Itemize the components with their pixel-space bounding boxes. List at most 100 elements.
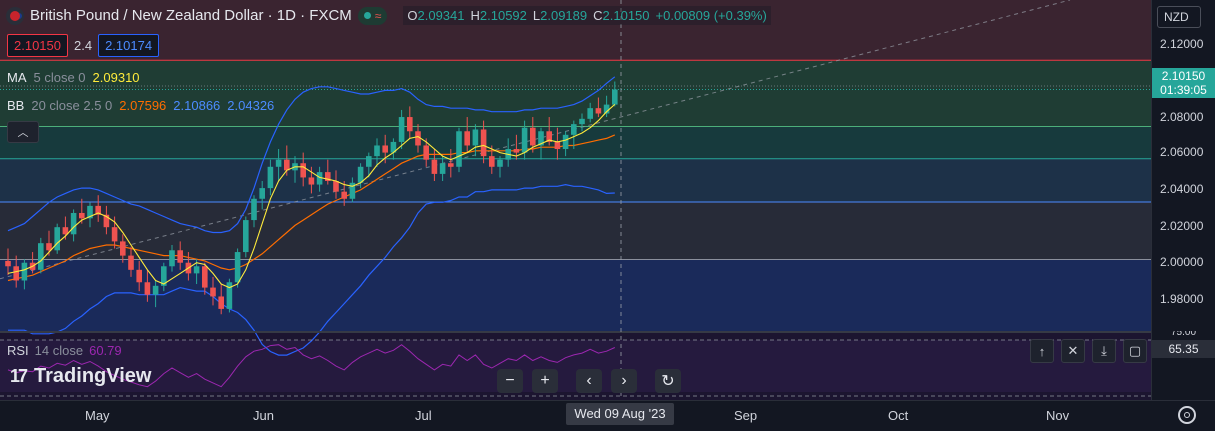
candle-body (439, 163, 446, 174)
candle-body (193, 266, 200, 274)
candle-body (79, 212, 85, 219)
scroll-right-button[interactable]: › (611, 369, 637, 393)
price-tick: 1.98000 (1160, 292, 1204, 306)
candle-body (472, 129, 479, 146)
reset-chart-button[interactable]: ↻ (655, 369, 681, 393)
price-tick: 2.04000 (1160, 182, 1204, 196)
symbol-title[interactable]: British Pound / New Zealand Dollar · 1D … (30, 7, 352, 24)
candle-body (497, 159, 503, 167)
close-value: 2.10150 (602, 8, 650, 23)
market-open-icon (363, 12, 371, 19)
candle-body (144, 282, 151, 295)
candle-body (103, 214, 110, 228)
candle-body (95, 205, 101, 215)
candle-body (308, 177, 315, 185)
candle-body (38, 243, 44, 270)
month-label: Jul (415, 408, 432, 423)
month-label: Nov (1046, 408, 1070, 423)
candle-body (407, 117, 413, 132)
price-tick: 2.02000 (1160, 219, 1204, 233)
candle-body (202, 266, 208, 288)
candle-body (571, 124, 577, 135)
price-tick: 2.06000 (1160, 145, 1204, 159)
candle-body (62, 227, 69, 235)
gear-icon[interactable] (1178, 406, 1196, 424)
candle-body (218, 296, 224, 309)
chevron-up-icon: ︿ (17, 127, 29, 139)
ma-legend[interactable]: MA 5 close 0 2.09310 (7, 70, 140, 85)
quote-panel: 2.10150 2.4 2.10174 (7, 34, 160, 57)
buy-button[interactable]: 2.10174 (98, 34, 160, 57)
candle-body (431, 159, 438, 174)
candle-body (251, 198, 257, 221)
candle-body (554, 141, 561, 150)
price-axis[interactable] (1151, 0, 1215, 400)
candle-body (128, 255, 134, 270)
maximize-icon: ▢ (1128, 343, 1142, 358)
candle-body (13, 266, 19, 281)
rsi-line (7, 344, 616, 388)
low-value: 2.09189 (540, 8, 588, 23)
bar-countdown: 01:39:05 (1160, 83, 1207, 97)
zoom-out-button[interactable]: − (497, 369, 523, 393)
move-pane-up-button[interactable]: ↑ (1030, 339, 1054, 363)
zone-band (0, 201, 1151, 260)
collapse-pane-button[interactable]: ⤓ (1092, 339, 1116, 363)
candle-body (234, 252, 241, 283)
tradingview-logo[interactable]: 17 TradingView (10, 365, 152, 387)
candle-body (325, 172, 331, 181)
symbol-header[interactable]: British Pound / New Zealand Dollar · 1D … (6, 6, 771, 25)
candle-body (284, 159, 290, 171)
rsi-legend[interactable]: RSI 14 close 60.79 (7, 343, 122, 358)
last-price-label: 2.10150 01:39:05 (1152, 68, 1215, 98)
bb-legend[interactable]: BB 20 close 2.5 0 2.07596 2.10866 2.0432… (7, 98, 275, 113)
rsi-axis-tick: 75.00 (1170, 331, 1197, 338)
price-tick: 2.12000 (1160, 37, 1204, 51)
maximize-pane-button[interactable]: ▢ (1123, 339, 1147, 363)
candle-body (587, 108, 593, 119)
rsi-last-value: 65.35 (1152, 340, 1215, 358)
month-label: Sep (734, 408, 758, 423)
sell-button[interactable]: 2.10150 (7, 34, 68, 57)
candle-body (349, 182, 356, 199)
candle-body (243, 220, 249, 253)
zone-band (0, 259, 1151, 332)
candle-body (595, 108, 602, 114)
close-pane-button[interactable]: ✕ (1061, 339, 1085, 363)
scroll-left-button[interactable]: ‹ (576, 369, 602, 393)
bb-basis-value: 2.07596 (119, 98, 167, 113)
candle-body (546, 131, 552, 142)
bb-upper-value: 2.10866 (173, 98, 221, 113)
candle-body (87, 205, 93, 219)
candle-body (275, 159, 282, 167)
candle-body (259, 188, 265, 199)
market-status-pill[interactable]: ≈ (357, 6, 388, 25)
collapse-icon: ⤓ (1101, 343, 1107, 358)
candle-body (111, 227, 118, 242)
tradingview-mark-icon: 17 (10, 366, 28, 386)
currency-flag-icon (6, 6, 24, 25)
candle-body (152, 285, 159, 295)
candle-body (21, 262, 28, 281)
bb-upper-line (7, 76, 616, 234)
candle-body (161, 266, 167, 286)
candle-body (366, 156, 372, 167)
ohlc-values: O2.09341 H2.10592 L2.09189 C2.10150 +0.0… (403, 6, 771, 25)
candle-body (300, 163, 306, 178)
candle-body (612, 89, 618, 105)
spread-value: 2.4 (74, 38, 93, 53)
change-value: +0.00809 (+0.39%) (655, 8, 767, 23)
bb-lower-value: 2.04326 (227, 98, 275, 113)
zoom-in-button[interactable]: + (532, 369, 558, 393)
candle-body (226, 282, 233, 309)
candle-body (333, 181, 339, 192)
price-tick: 2.08000 (1160, 110, 1204, 124)
open-value: 2.09341 (417, 8, 465, 23)
bb-lower-line (8, 183, 615, 356)
currency-select[interactable]: NZD (1157, 6, 1201, 28)
candle-body (415, 131, 421, 146)
collapse-legend-button[interactable]: ︿ (7, 121, 39, 143)
candle-body (480, 129, 487, 157)
rsi-band (0, 340, 1151, 392)
